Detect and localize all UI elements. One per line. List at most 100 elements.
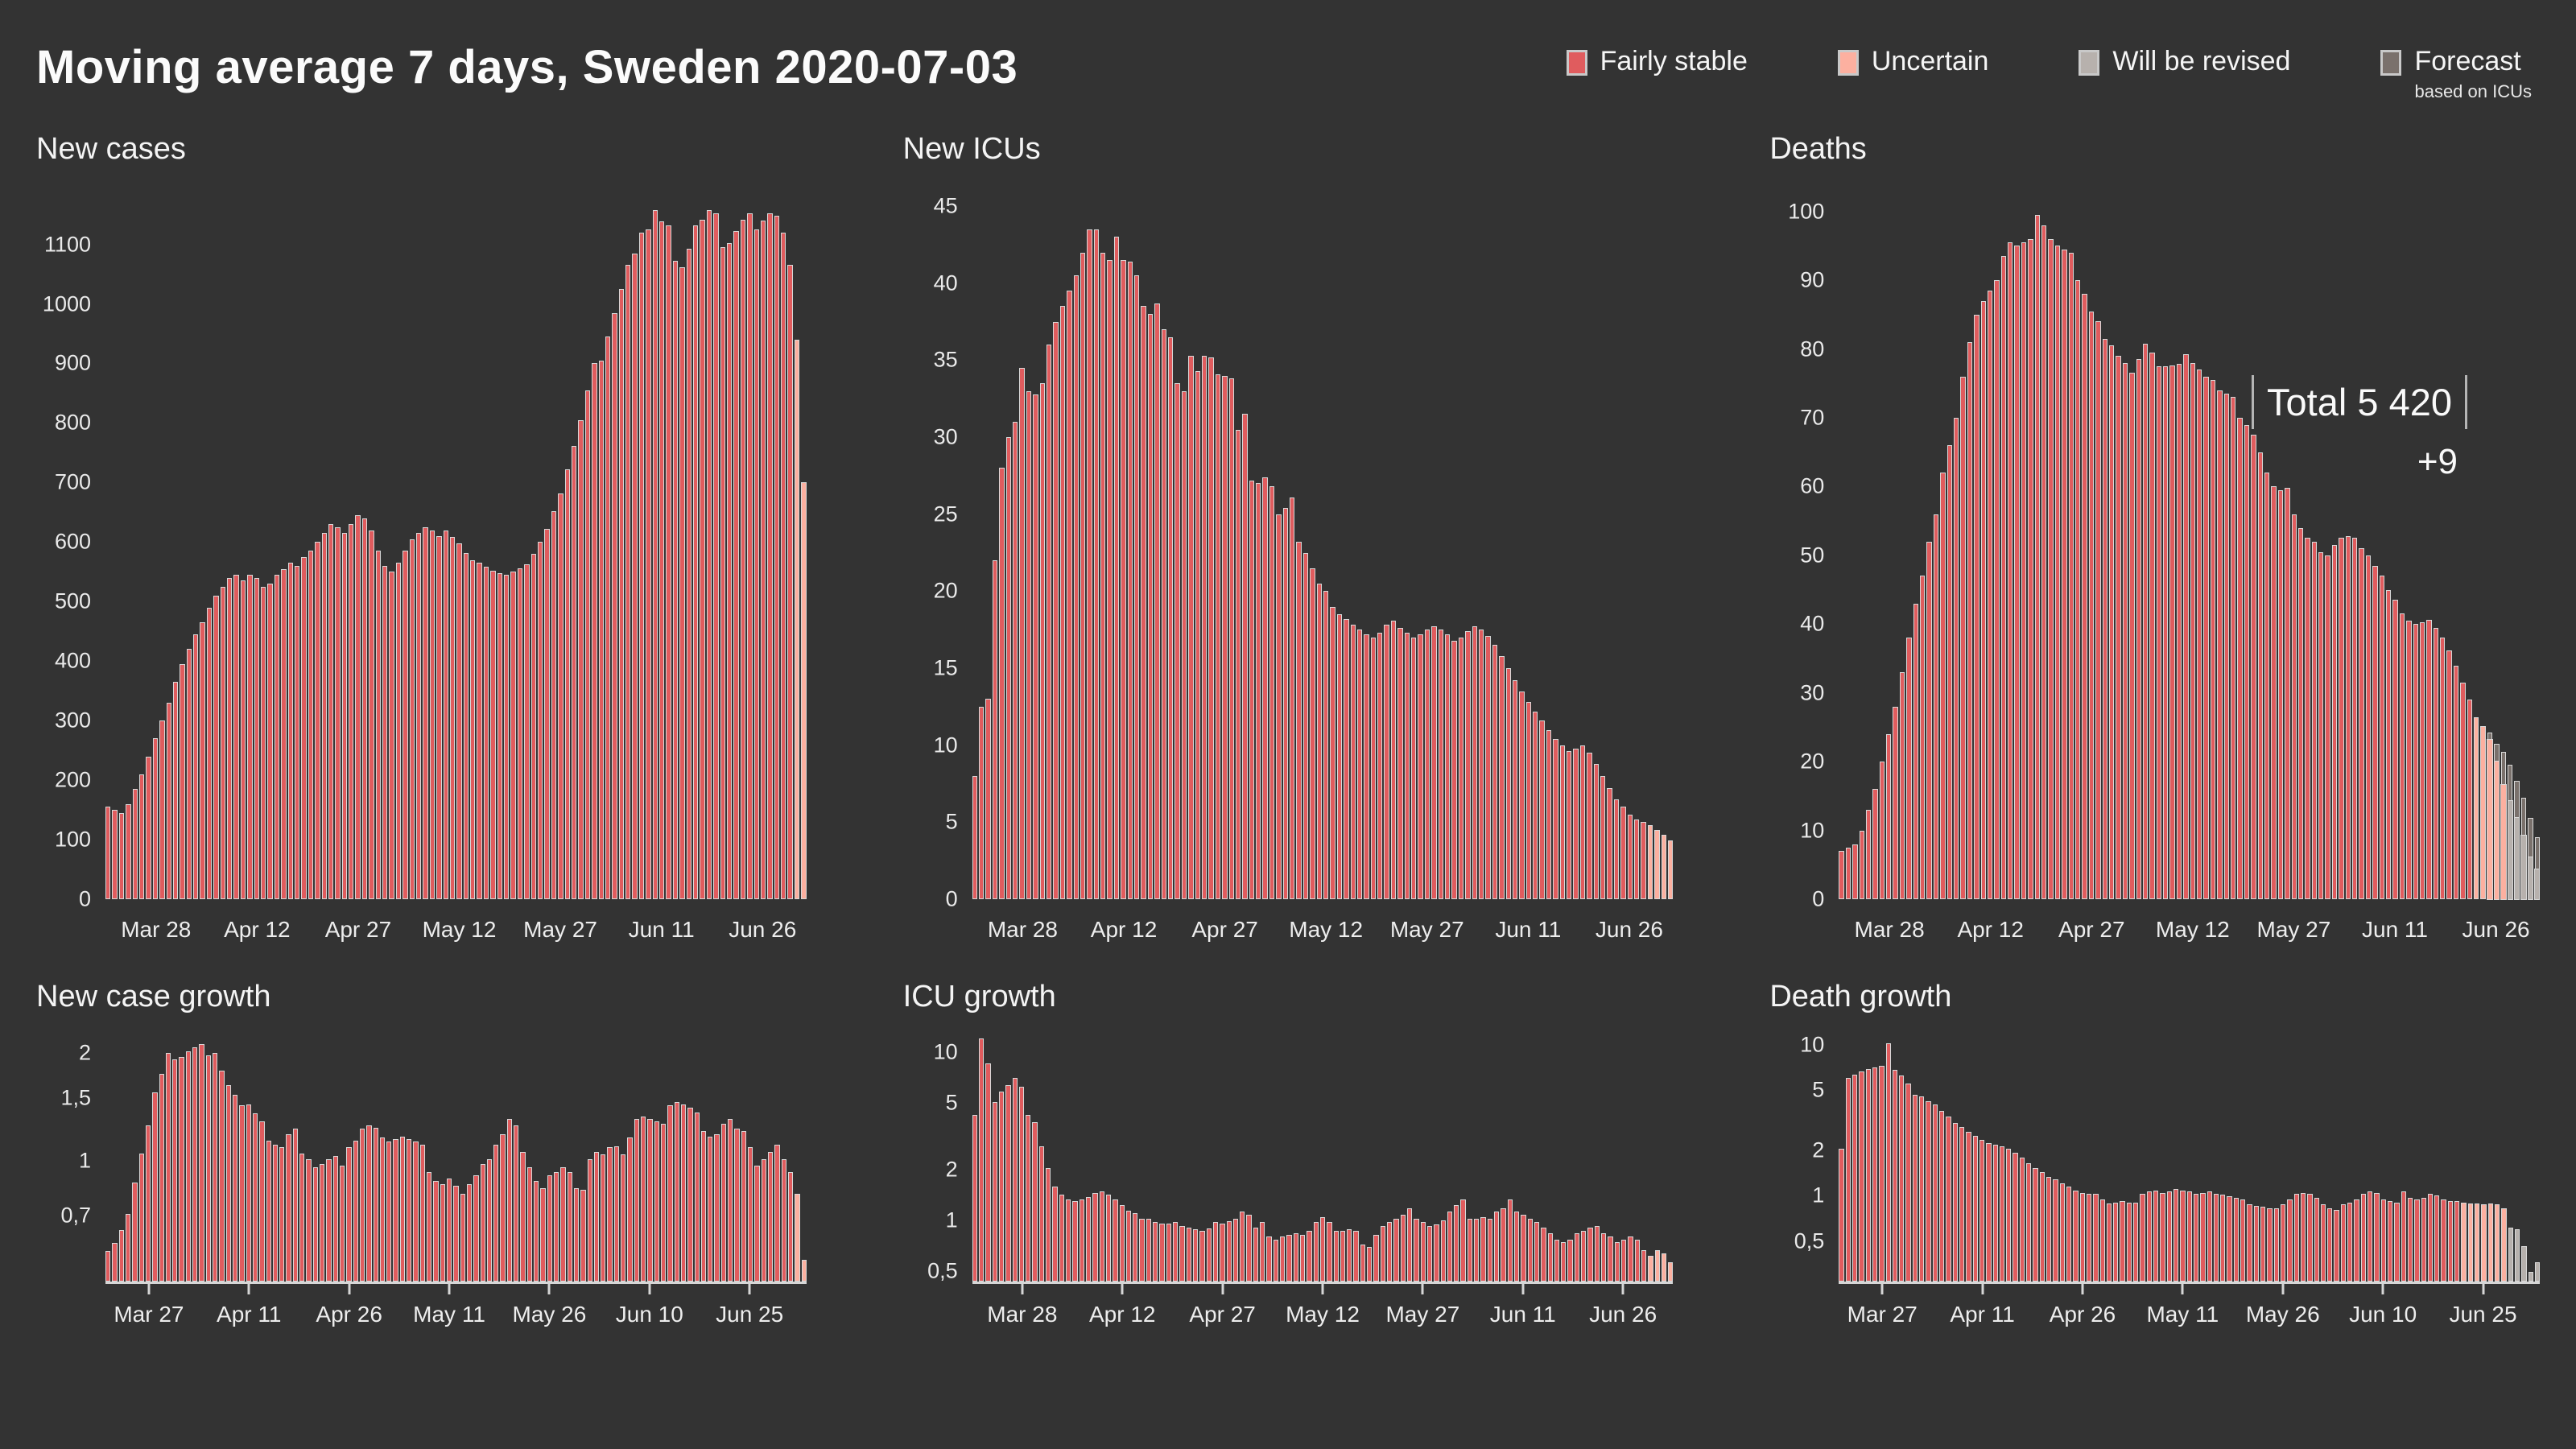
bar[interactable] [315,542,320,899]
bar[interactable] [1192,1229,1199,1282]
bar[interactable] [440,1183,445,1282]
bar[interactable] [1125,1210,1132,1282]
bar[interactable] [1920,576,1926,899]
bar[interactable] [1046,345,1052,899]
bar[interactable] [279,1147,285,1282]
bar[interactable] [1654,829,1660,899]
bar[interactable] [992,1101,997,1282]
bar[interactable] [239,1105,245,1282]
bar[interactable] [1839,851,1844,899]
bar[interactable] [2440,638,2446,899]
bar[interactable] [2120,1200,2125,1282]
bar[interactable] [2379,576,2384,899]
bar[interactable] [240,580,246,899]
bar[interactable] [379,1137,386,1282]
bar[interactable] [2019,1158,2025,1282]
bar[interactable] [1972,1136,1978,1282]
bar[interactable] [2327,1208,2333,1282]
bar[interactable] [1513,1212,1520,1282]
bar[interactable] [728,1119,733,1282]
bar[interactable] [2300,1192,2306,1282]
bar[interactable] [1967,341,1973,899]
bar[interactable] [1667,840,1674,899]
bar[interactable] [1418,634,1423,899]
bar[interactable] [1458,637,1464,899]
bar[interactable] [1059,1194,1065,1282]
bar[interactable] [2053,1179,2058,1282]
bar[interactable] [2033,1167,2038,1282]
bar[interactable] [1554,1239,1560,1282]
bar[interactable] [1188,355,1194,899]
bar[interactable] [2414,1199,2420,1282]
bar[interactable] [1260,1222,1265,1282]
bar[interactable] [1226,1220,1232,1282]
bar[interactable] [1912,1095,1918,1282]
bar[interactable] [660,1124,667,1282]
bar[interactable] [1167,336,1174,899]
bar[interactable] [2093,1194,2099,1282]
bar[interactable] [2180,1190,2186,1282]
bar[interactable] [1499,655,1505,899]
bar[interactable] [767,213,773,899]
bar[interactable] [1286,1234,1292,1282]
bar[interactable] [152,738,159,899]
bar[interactable] [687,1108,693,1282]
bar[interactable] [2421,1197,2426,1282]
bar[interactable] [2257,452,2263,899]
bar[interactable] [1235,429,1241,899]
bar[interactable] [1845,847,1852,899]
bar[interactable] [2287,1199,2293,1282]
bar[interactable] [2186,1191,2192,1282]
bar[interactable] [520,1151,526,1282]
bar[interactable] [2140,1194,2145,1282]
bar[interactable] [1600,775,1606,899]
bar[interactable] [477,563,482,899]
bar[interactable] [534,1180,539,1282]
bar[interactable] [1539,720,1545,899]
bar[interactable] [407,1139,412,1282]
bar[interactable] [260,586,266,899]
bar[interactable] [321,533,327,899]
bar[interactable] [1080,252,1086,899]
bar[interactable] [1620,1239,1627,1282]
bar[interactable] [1330,606,1335,899]
bar[interactable] [2365,555,2372,899]
bar[interactable] [2500,752,2507,900]
bar[interactable] [2220,1195,2226,1282]
bar[interactable] [1212,1222,1219,1282]
bar[interactable] [2142,343,2149,899]
bar[interactable] [2193,1194,2199,1282]
bar[interactable] [787,265,793,899]
bar[interactable] [1919,1096,1925,1282]
bar[interactable] [346,1147,352,1282]
bar[interactable] [225,1085,231,1282]
bar[interactable] [2354,1199,2359,1282]
bar[interactable] [621,1154,626,1282]
bar[interactable] [443,530,448,899]
bar[interactable] [1999,1146,2005,1282]
bar[interactable] [618,289,625,899]
bar[interactable] [767,1151,774,1282]
bar[interactable] [2146,1191,2153,1282]
bar[interactable] [1913,603,1919,899]
bar[interactable] [1613,799,1620,899]
bar[interactable] [1141,306,1146,899]
bar[interactable] [463,552,469,899]
bar[interactable] [1525,702,1532,899]
bar[interactable] [373,1127,378,1282]
bar[interactable] [1946,1117,1951,1282]
bar[interactable] [308,551,314,899]
bar[interactable] [2347,1202,2353,1282]
bar[interactable] [2291,514,2297,899]
bar[interactable] [2285,488,2290,899]
bar[interactable] [1893,706,1898,899]
bar[interactable] [1899,672,1905,899]
bar[interactable] [694,1112,700,1282]
bar[interactable] [2086,1194,2092,1282]
bar[interactable] [1012,1077,1018,1282]
bar[interactable] [1340,1230,1346,1282]
bar[interactable] [1521,1215,1526,1282]
bar[interactable] [1092,1193,1098,1282]
bar[interactable] [1420,1222,1426,1282]
bar[interactable] [553,1171,559,1282]
